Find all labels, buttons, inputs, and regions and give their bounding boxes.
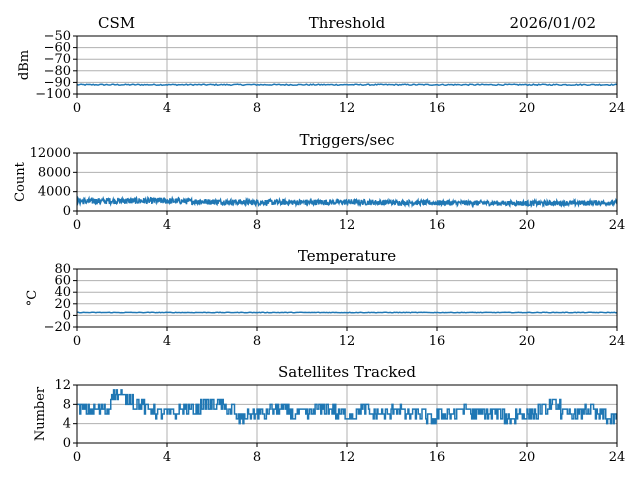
header-date-label: 2026/01/02	[510, 14, 596, 32]
x-tick-label: 4	[163, 334, 171, 349]
x-tick-label: 8	[253, 218, 261, 233]
series-line	[77, 83, 617, 87]
x-tick-label: 24	[609, 450, 626, 465]
x-tick-label: 12	[339, 450, 356, 465]
x-tick-label: 0	[73, 450, 81, 465]
x-tick-label: 20	[519, 334, 536, 349]
x-tick-label: 24	[609, 218, 626, 233]
x-tick-label: 12	[339, 218, 356, 233]
chart-panel: 0 4 8 12 16 20 24 −100−90−80−70−60−50 Threshold d…	[17, 14, 625, 116]
y-tick-label: 4000	[38, 185, 71, 200]
series-line	[77, 311, 617, 314]
series-group	[77, 311, 617, 314]
x-tick-label: 4	[163, 218, 171, 233]
chart-panel: 0 4 8 12 16 20 24 0 4000 8000 12000 Triggers/sec Cou…	[13, 131, 625, 233]
series-group	[77, 389, 617, 425]
y-axis-label: dBm	[17, 50, 32, 80]
y-tick-label: −20	[44, 320, 71, 335]
y-tick-label: 0	[63, 436, 71, 451]
panel-title: Satellites Tracked	[278, 363, 416, 381]
y-tick-label: 40	[54, 285, 71, 300]
x-tick-label: 12	[339, 101, 356, 116]
series-group	[77, 83, 617, 87]
x-tick-label: 24	[609, 334, 626, 349]
y-axis-label: Count	[13, 161, 28, 202]
y-tick-label: −100	[35, 87, 71, 102]
y-tick-label: 0	[63, 308, 71, 323]
y-tick-label: 12000	[30, 146, 71, 161]
x-tick-label: 8	[253, 101, 261, 116]
x-tick-label: 12	[339, 334, 356, 349]
y-axis-label: °C	[25, 290, 40, 307]
y-tick-label: −60	[44, 41, 71, 56]
x-tick-label: 16	[429, 334, 446, 349]
y-tick-label: −70	[44, 52, 71, 67]
x-tick-label: 20	[519, 218, 536, 233]
panel-title: Threshold	[309, 14, 386, 32]
series-line	[77, 195, 617, 209]
y-tick-label: −90	[44, 75, 71, 90]
y-tick-label: 12	[54, 378, 71, 393]
x-tick-label: 0	[73, 218, 81, 233]
x-tick-label: 24	[609, 101, 626, 116]
x-tick-label: 4	[163, 101, 171, 116]
series-group	[77, 195, 617, 209]
x-tick-label: 20	[519, 450, 536, 465]
y-tick-label: 80	[54, 262, 71, 277]
y-tick-label: 4	[63, 417, 71, 432]
x-tick-label: 16	[429, 218, 446, 233]
x-tick-label: 8	[253, 450, 261, 465]
chart-panels: 0 4 8 12 16 20 24 −100−90−80−70−60−50 Threshold d…	[13, 14, 625, 465]
y-tick-label: −80	[44, 64, 71, 79]
x-tick-label: 20	[519, 101, 536, 116]
y-tick-label: 0	[63, 204, 71, 219]
y-tick-label: 60	[54, 274, 71, 289]
y-tick-label: 20	[54, 297, 71, 312]
y-tick-label: 8000	[38, 165, 71, 180]
satellites-line	[77, 389, 617, 425]
chart-panel: 0 4 8 12 16 20 24 0 4 8 12 Satellites Tracked Number	[33, 363, 625, 465]
y-axis-label: Number	[33, 386, 48, 441]
header-left-label: CSM	[98, 14, 135, 32]
x-tick-label: 8	[253, 334, 261, 349]
panel-title: Temperature	[298, 247, 396, 265]
x-tick-label: 0	[73, 334, 81, 349]
x-tick-label: 0	[73, 101, 81, 116]
x-tick-label: 16	[429, 450, 446, 465]
y-tick-label: −50	[44, 29, 71, 44]
x-tick-label: 4	[163, 450, 171, 465]
x-tick-label: 16	[429, 101, 446, 116]
y-tick-label: 8	[63, 397, 71, 412]
panel-title: Triggers/sec	[300, 131, 395, 149]
